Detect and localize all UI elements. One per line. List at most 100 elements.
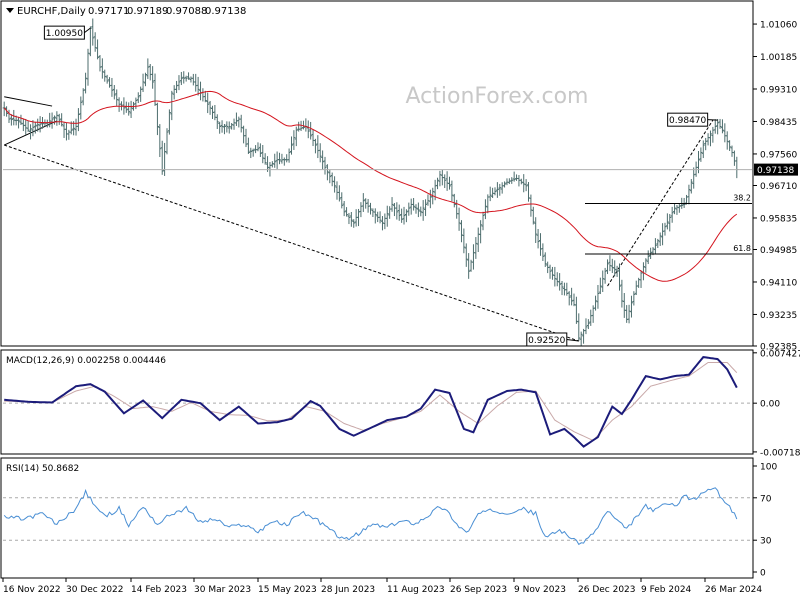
ohlc-bar: [548, 264, 552, 279]
retracement-label: 38.2: [733, 193, 751, 202]
price-tick-label: 0.99310: [760, 85, 797, 95]
ohlc-bar: [673, 203, 677, 215]
ohlc-bar: [340, 192, 344, 209]
ohlc-bar: [206, 92, 210, 114]
ohlc-bar: [682, 197, 686, 208]
ohlc-bar: [321, 150, 325, 170]
trendline: [4, 96, 53, 107]
retracement-levels: 38.2 61.8: [585, 193, 752, 255]
ohlc-bar: [512, 171, 516, 182]
price-panel-frame: [0, 0, 754, 347]
x-tick-label: 26 Sep 2023: [450, 585, 507, 595]
ohlc-bar: [610, 258, 614, 274]
ohlc-bar: [450, 180, 454, 202]
ohlc-bar: [251, 148, 255, 157]
ohlc-bar: [60, 113, 64, 127]
ohlc-bar: [38, 116, 42, 133]
ohlc-bar: [309, 121, 313, 140]
ohlc-bar: [222, 124, 226, 135]
rsi-tick-label: 100: [760, 463, 777, 473]
ohlc-bar: [342, 201, 346, 217]
ohlc-bar: [400, 208, 404, 223]
price-bars: [2, 18, 739, 346]
retracement-label: 61.8: [733, 244, 751, 253]
ohlc-bar: [31, 120, 35, 137]
ohlc-bar: [249, 147, 253, 159]
ohlc-bar: [701, 140, 705, 159]
ohlc-bar: [112, 85, 116, 100]
ohlc-bar: [345, 207, 349, 217]
ohlc-bar: [558, 273, 562, 291]
ohlc-bar: [536, 228, 540, 249]
ohlc-bar: [273, 153, 277, 168]
rsi-tick-label: 70: [760, 494, 772, 504]
ohlc-bar: [337, 185, 341, 202]
symbol-label: EURCHF,Daily: [17, 6, 86, 17]
svg-text:0.97138: 0.97138: [757, 166, 794, 176]
ohlc-low: 0.97088: [166, 6, 207, 17]
ohlc-bar: [158, 124, 162, 158]
price-annotation: 0.92520: [526, 332, 579, 347]
ohlc-bar: [182, 71, 186, 84]
macd-panel-frame: [0, 349, 754, 455]
ohlc-bar: [594, 295, 598, 311]
ohlc-bar: [414, 204, 418, 214]
ohlc-bar: [462, 228, 466, 254]
ohlc-bar: [323, 156, 327, 175]
moving-average-line: [3, 90, 738, 282]
ohlc-bar: [483, 199, 487, 220]
ohlc-bar: [395, 202, 399, 220]
macd-tick-label: 0.007427: [760, 349, 800, 359]
ohlc-bar: [287, 148, 291, 163]
ohlc-bar: [663, 222, 667, 236]
ohlc-bar: [534, 217, 538, 244]
ohlc-bar: [464, 243, 468, 267]
price-axis: 1.01060 1.00185 0.99310 0.98435 0.97560 0.967…: [753, 21, 797, 353]
ohlc-bar: [407, 202, 411, 216]
ohlc-bar: [677, 204, 681, 213]
price-annotations: 1.00950 0.98470 0.92520: [43, 25, 718, 347]
ohlc-bar: [689, 179, 693, 194]
ohlc-bar: [541, 243, 545, 261]
rsi-title: RSI(14) 50.8682: [6, 464, 79, 474]
price-tick-label: 0.98435: [760, 118, 797, 128]
ohlc-bar: [522, 174, 526, 193]
x-tick-label: 15 May 2023: [258, 585, 317, 595]
ohlc-bar: [649, 247, 653, 259]
ohlc-bar: [12, 109, 16, 126]
ohlc-bar: [96, 39, 100, 60]
ohlc-bar: [524, 179, 528, 192]
ohlc-bar: [347, 212, 351, 225]
ohlc-bar: [529, 194, 533, 217]
ohlc-bar: [617, 263, 621, 291]
ohlc-bar: [718, 118, 722, 129]
ohlc-bar: [203, 90, 207, 103]
ohlc-bar: [404, 209, 408, 223]
ohlc-bar: [184, 75, 188, 82]
ohlc-bar: [656, 238, 660, 248]
x-tick-label: 9 Nov 2023: [514, 585, 566, 595]
watermark: ActionForex.com: [406, 84, 589, 109]
price-tick-label: 0.97560: [760, 150, 797, 160]
svg-text:0.98470: 0.98470: [669, 116, 706, 126]
ohlc-bar: [419, 206, 423, 217]
ohlc-bar: [129, 100, 133, 118]
ohlc-bar: [301, 120, 305, 130]
ohlc-bar: [613, 260, 617, 277]
ohlc-bar: [598, 277, 602, 295]
ohlc-bar: [215, 114, 219, 130]
ohlc-bar: [728, 140, 732, 151]
price-tick-label: 0.94985: [760, 246, 797, 256]
ohlc-bar: [143, 72, 147, 87]
ohlc-bar: [76, 108, 80, 132]
rsi-tick-label: 0: [760, 569, 766, 579]
ohlc-bar: [503, 181, 507, 188]
ohlc-bar: [653, 238, 657, 255]
ohlc-bar: [289, 136, 293, 155]
ohlc-bar: [567, 291, 571, 306]
ohlc-bar: [29, 124, 33, 140]
ohlc-bar: [333, 176, 337, 193]
ohlc-bar: [493, 187, 497, 196]
ohlc-bar: [606, 259, 610, 275]
ohlc-bar: [146, 58, 150, 79]
